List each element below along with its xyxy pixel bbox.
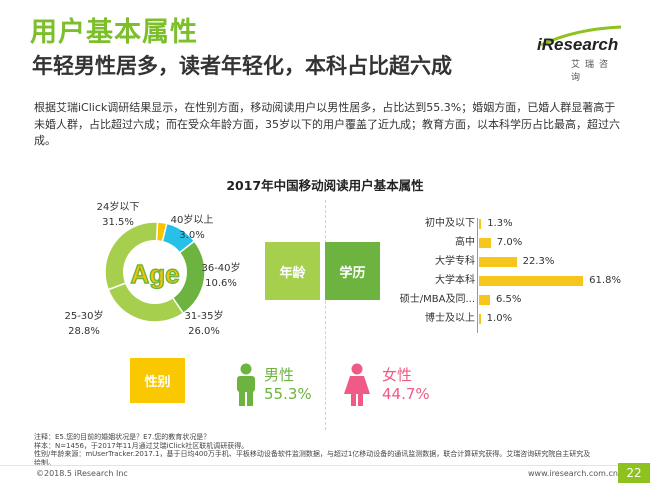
copyright: ©2018.5 iResearch Inc xyxy=(36,469,128,478)
male-value: 55.3% xyxy=(264,385,312,403)
education-bar-row: 硕士/MBA及同... 6.5% xyxy=(345,291,635,308)
education-bar xyxy=(479,295,490,305)
iresearch-logo: iResearch 艾瑞咨询 xyxy=(535,25,622,83)
age-label-36-40: 36-40岁 10.6% xyxy=(201,263,241,289)
age-tag: 年龄 xyxy=(265,242,320,300)
education-bar xyxy=(479,314,481,324)
chart-title: 2017年中国移动阅读用户基本属性 xyxy=(226,178,424,193)
note-line: 样本：N=1456，于2017年11月通过艾瑞iClick社区联机调研获得。 xyxy=(34,441,249,450)
age-donut-chart: Age xyxy=(104,221,206,323)
education-value-label: 22.3% xyxy=(522,256,555,267)
page-subtitle: 年轻男性居多，读者年轻化，本科占比超六成 xyxy=(32,54,452,78)
education-bar xyxy=(479,238,491,248)
female-label: 女性 xyxy=(382,366,413,384)
education-axis xyxy=(477,218,478,333)
note-line: 绘制。 xyxy=(34,458,55,467)
footnotes: 注释：E5.您的目前的婚姻状况是？E7.您的教育状况是？ 样本：N=1456，于… xyxy=(34,433,624,467)
footer-divider xyxy=(0,465,650,466)
education-value-label: 1.3% xyxy=(487,218,513,229)
male-person-icon xyxy=(237,363,255,406)
logo-swoosh-icon xyxy=(540,25,622,47)
education-bar-row: 博士及以上 1.0% xyxy=(345,310,635,327)
education-value-label: 61.8% xyxy=(589,275,621,286)
age-label-24below: 24岁以下 31.5% xyxy=(96,202,140,228)
education-bar-row: 大学本科 61.8% xyxy=(345,272,635,289)
male-label: 男性 xyxy=(264,366,295,384)
education-bar xyxy=(479,219,482,229)
education-category-label: 硕士/MBA及同... xyxy=(399,294,475,305)
female-person-icon xyxy=(344,363,370,406)
gender-tag: 性别 xyxy=(130,358,185,403)
education-bar xyxy=(479,276,584,286)
education-category-label: 初中及以下 xyxy=(425,218,475,229)
education-bar-row: 大学专科 22.3% xyxy=(345,253,635,270)
education-value-label: 1.0% xyxy=(486,313,513,324)
education-category-label: 大学本科 xyxy=(435,275,475,286)
education-category-label: 大学专科 xyxy=(435,256,475,267)
note-line: 性别/年龄来源：mUserTracker.2017.1，基于日均400万手机、平… xyxy=(34,450,591,459)
description-paragraph: 根据艾瑞iClick调研结果显示，在性别方面，移动阅读用户以男性居多，占比达到5… xyxy=(34,101,620,147)
website-link[interactable]: www.iresearch.com.cn xyxy=(528,469,618,478)
logo-subtext: 艾瑞咨询 xyxy=(571,60,614,83)
education-bar-row: 初中及以下 1.3% xyxy=(345,215,635,232)
education-category-label: 高中 xyxy=(455,237,475,248)
page-title: 用户基本属性 xyxy=(30,17,198,48)
education-tag: 学历 xyxy=(325,242,380,300)
age-label-40above: 40岁以上 3.0% xyxy=(170,215,214,241)
age-label-31-35: 31-35岁 26.0% xyxy=(184,311,224,337)
education-bar xyxy=(479,257,517,267)
page-number: 22 xyxy=(618,463,650,483)
center-divider xyxy=(325,200,326,430)
note-line: 注释：E5.您的目前的婚姻状况是？E7.您的教育状况是？ xyxy=(34,433,211,441)
female-value: 44.7% xyxy=(382,385,430,403)
education-value-label: 7.0% xyxy=(496,237,523,248)
age-label-25-30: 25-30岁 28.8% xyxy=(64,311,104,337)
education-value-label: 6.5% xyxy=(495,294,522,305)
education-bar-row: 高中 7.0% xyxy=(345,234,635,251)
education-category-label: 博士及以上 xyxy=(425,313,475,324)
donut-center-label: Age xyxy=(130,259,179,289)
logo-text: iResearch xyxy=(537,35,619,54)
